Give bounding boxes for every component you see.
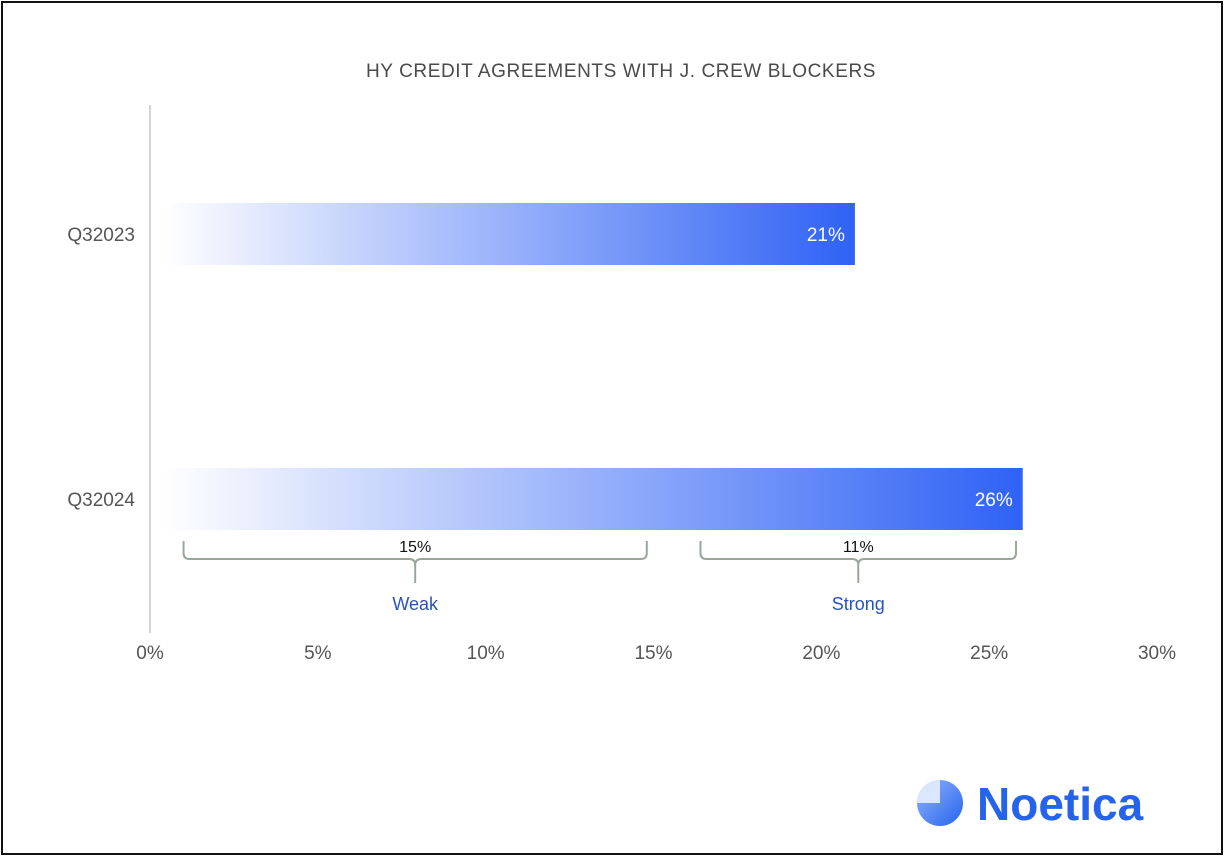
bar-value-label: 26% — [975, 490, 1013, 511]
category-label: Q32023 — [67, 225, 135, 246]
bar-value-label: 21% — [807, 225, 845, 246]
breakdown-bracket — [699, 541, 1018, 583]
x-tick-label: 15% — [634, 643, 672, 664]
brand-name: Noetica — [977, 778, 1144, 830]
bars-layer: Q32023 21% Q32024 26% — [67, 203, 1023, 530]
breakdown-value-label: 15% — [399, 539, 431, 556]
breakdown-value-label: 11% — [843, 539, 874, 556]
x-tick-label: 20% — [802, 643, 840, 664]
category-label: Q32024 — [67, 490, 135, 511]
x-tick-label: 30% — [1138, 643, 1176, 664]
bar — [163, 468, 1023, 530]
x-tick-label: 25% — [970, 643, 1008, 664]
x-axis-ticks: 0% 5% 10% 15% 20% 25% 30% — [136, 643, 1176, 664]
breakdown-brackets: 15% Weak 11% Strong — [182, 539, 1018, 614]
breakdown-segment-label: Strong — [832, 594, 885, 614]
noetica-logo-icon — [917, 780, 963, 826]
bar — [163, 203, 855, 265]
chart-title: HY CREDIT AGREEMENTS WITH J. CREW BLOCKE… — [366, 61, 876, 82]
brand-logo: Noetica — [917, 778, 1144, 830]
breakdown-bracket — [182, 541, 648, 583]
breakdown-segment-label: Weak — [392, 594, 439, 614]
bar-chart: HY CREDIT AGREEMENTS WITH J. CREW BLOCKE… — [67, 61, 1176, 830]
x-tick-label: 5% — [304, 643, 332, 664]
x-tick-label: 0% — [136, 643, 164, 664]
x-tick-label: 10% — [467, 643, 505, 664]
